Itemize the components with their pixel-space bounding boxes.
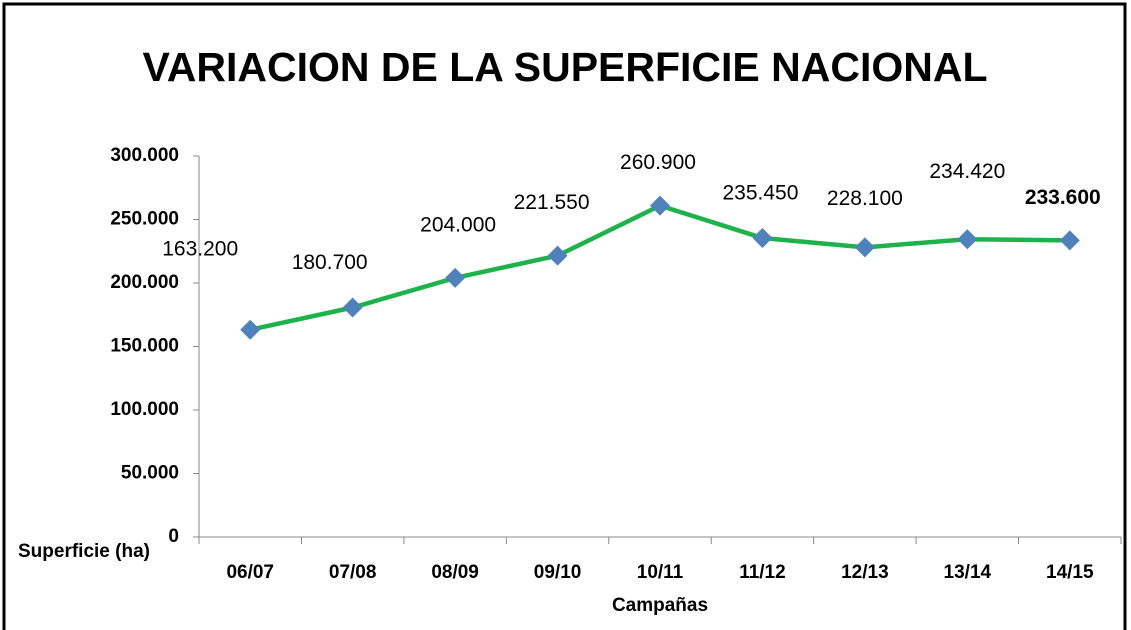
marker	[752, 227, 773, 248]
y-tick-label: 250.000	[110, 209, 179, 230]
marker	[547, 245, 568, 266]
marker	[240, 319, 261, 340]
x-tick-label: 08/09	[431, 562, 479, 583]
y-tick-label: 50.000	[121, 463, 179, 484]
y-tick-label: 100.000	[110, 399, 179, 420]
x-axis-label: Campañas	[612, 595, 708, 616]
x-tick-label: 09/10	[534, 562, 582, 583]
data-label: 234.420	[929, 160, 1005, 183]
x-tick-label: 12/13	[841, 562, 889, 583]
marker	[342, 297, 363, 318]
marker	[854, 237, 875, 258]
data-label: 260.900	[620, 151, 696, 174]
y-tick-label: 0	[168, 526, 179, 547]
x-tick-label: 14/15	[1046, 562, 1094, 583]
data-label: 228.100	[827, 187, 903, 210]
x-tick-label: 13/14	[944, 562, 992, 583]
x-tick-label: 11/12	[739, 562, 786, 583]
x-tick-label: 07/08	[329, 562, 377, 583]
data-label: 163.200	[162, 237, 238, 260]
chart-title: VARIACION DE LA SUPERFICIE NACIONAL	[142, 44, 987, 90]
data-label: 233.600	[1025, 186, 1101, 209]
marker	[957, 229, 978, 250]
y-tick-label: 300.000	[110, 145, 179, 166]
y-axis-label: Superficie (ha)	[18, 541, 150, 562]
data-label: 180.700	[292, 251, 368, 274]
y-tick-label: 150.000	[110, 336, 179, 357]
y-tick-label: 200.000	[110, 272, 179, 293]
x-tick-label: 06/07	[226, 562, 274, 583]
data-label: 204.000	[420, 213, 496, 236]
x-tick-label: 10/11	[637, 562, 684, 583]
marker	[445, 267, 466, 288]
line-series	[249, 203, 1070, 332]
marker	[650, 195, 670, 216]
data-label: 235.450	[722, 182, 798, 205]
data-label: 221.550	[514, 191, 590, 214]
marker	[1059, 230, 1080, 251]
